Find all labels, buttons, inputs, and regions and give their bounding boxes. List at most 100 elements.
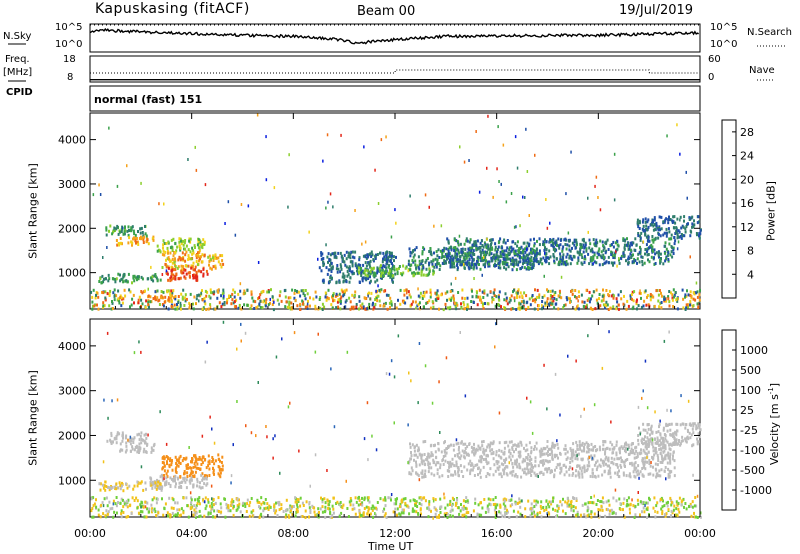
velocity-cell <box>687 437 690 441</box>
power-cell <box>695 281 698 285</box>
power-cell <box>174 268 177 272</box>
power-cell <box>494 245 497 249</box>
power-cell <box>560 262 563 266</box>
power-cell <box>552 245 555 249</box>
velocity-cell <box>568 467 571 471</box>
power-cell <box>543 274 545 278</box>
velocity-cell <box>570 452 573 455</box>
power-cell <box>682 297 685 301</box>
power-cell <box>647 239 650 243</box>
power-cell <box>446 237 449 241</box>
velocity-cell <box>629 475 632 479</box>
power-cell <box>308 230 310 234</box>
power-cell <box>342 260 345 263</box>
power-cell <box>239 296 242 300</box>
power-cell <box>222 288 225 292</box>
velocity-cell <box>659 474 662 478</box>
power-cell <box>368 302 371 306</box>
velocity-cell <box>661 509 664 513</box>
power-cell <box>644 229 647 233</box>
velocity-cell <box>159 485 162 488</box>
power-cell <box>243 289 246 293</box>
velocity-cell <box>634 446 637 450</box>
power-cell <box>429 288 432 292</box>
power-cell <box>407 290 410 294</box>
power-cell <box>490 238 493 242</box>
power-cell <box>385 293 388 297</box>
power-cell <box>120 304 123 308</box>
velocity-cell <box>125 444 128 448</box>
velocity-cell <box>669 452 672 456</box>
power-cell <box>526 170 529 173</box>
power-cell <box>587 196 589 200</box>
power-cell <box>526 241 529 245</box>
velocity-cell <box>672 432 674 436</box>
velocity-cell <box>624 458 627 462</box>
power-cell <box>557 294 560 298</box>
power-cell <box>247 204 250 208</box>
power-cell <box>453 262 455 266</box>
power-cell <box>198 248 201 252</box>
velocity-cell <box>654 446 657 450</box>
velocity-cell <box>422 475 425 479</box>
velocity-cell <box>446 503 449 507</box>
velocity-cell <box>590 442 593 446</box>
power-cell <box>504 241 507 245</box>
power-cell <box>416 264 419 268</box>
power-cell <box>456 262 459 266</box>
power-cell <box>147 303 150 307</box>
velocity-cell <box>457 506 460 510</box>
velocity-cell <box>485 448 488 452</box>
power-cell <box>166 290 169 294</box>
power-cell <box>349 300 352 304</box>
power-cell <box>436 289 439 293</box>
power-cell <box>685 303 688 307</box>
power-cell <box>349 256 352 260</box>
power-cell <box>345 288 348 292</box>
velocity-cell <box>505 440 508 444</box>
power-cell <box>523 291 526 295</box>
power-cell <box>537 260 540 264</box>
power-cell <box>588 300 591 304</box>
power-cell <box>335 281 338 285</box>
power-cell <box>531 299 534 303</box>
velocity-cell <box>179 462 182 465</box>
power-cell <box>596 255 599 259</box>
velocity-cell <box>491 448 494 452</box>
power-cell <box>232 301 235 305</box>
velocity-cell <box>647 472 650 476</box>
velocity-cell <box>641 437 644 441</box>
velocity-cell <box>139 434 142 438</box>
velocity-cell <box>162 474 165 478</box>
power-cell <box>698 301 701 305</box>
velocity-cell <box>594 474 596 478</box>
power-cell <box>484 302 486 305</box>
power-cell <box>361 242 363 246</box>
velocity-cell <box>530 509 533 513</box>
velocity-cell <box>291 512 294 516</box>
power-cell <box>202 272 205 276</box>
power-cell <box>385 255 388 259</box>
velocity-cell <box>465 507 468 511</box>
velocity-cell <box>470 463 472 467</box>
power-cell <box>423 291 426 295</box>
power-cell <box>513 296 516 300</box>
power-cell <box>696 290 699 294</box>
power-cell <box>459 260 462 264</box>
power-cell <box>198 259 200 263</box>
power-cell <box>496 248 499 251</box>
power-cell <box>259 306 262 309</box>
velocity-cell <box>568 503 571 507</box>
power-cell <box>220 265 223 269</box>
power-cell <box>559 258 562 262</box>
velocity-cell <box>556 463 559 467</box>
power-cell <box>193 295 196 299</box>
velocity-cell <box>481 440 483 444</box>
power-cell <box>450 248 453 252</box>
velocity-cell <box>587 513 590 517</box>
power-cell <box>369 279 372 283</box>
power-cell <box>571 289 574 293</box>
power-cell <box>460 250 463 254</box>
velocity-cell <box>647 423 650 426</box>
power-cell <box>348 255 351 259</box>
